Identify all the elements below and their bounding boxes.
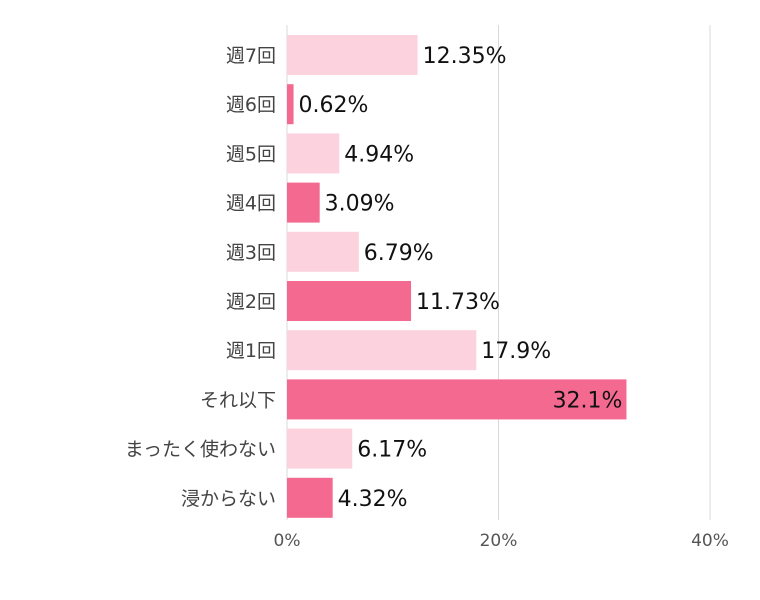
bar [287, 231, 359, 272]
x-tick-label: 40% [691, 531, 729, 551]
data-label: 3.09% [325, 192, 395, 217]
category-label: まったく使わない [125, 439, 276, 461]
category-label: 週4回 [226, 193, 276, 215]
bar [287, 281, 412, 321]
data-label: 0.62% [299, 93, 369, 118]
category-label: 週5回 [226, 143, 276, 165]
bar [287, 35, 418, 75]
bar [287, 330, 477, 371]
x-tick-label: 0% [274, 531, 301, 551]
data-label: 17.9% [481, 339, 551, 364]
category-label: 週6回 [226, 94, 276, 116]
category-label: 週1回 [226, 340, 276, 362]
category-label: 浸からない [181, 488, 276, 510]
x-tick-label: 20% [480, 531, 518, 551]
data-label: 6.79% [364, 241, 434, 266]
data-label: 6.17% [357, 438, 427, 463]
data-label: 11.73% [416, 290, 500, 315]
bar [287, 182, 320, 223]
bar [287, 477, 333, 518]
category-label: それ以下 [200, 389, 276, 411]
bar [287, 133, 340, 174]
data-label: 32.1% [553, 388, 623, 413]
category-label: 週3回 [226, 242, 276, 264]
bar [287, 428, 353, 469]
category-label: 週7回 [226, 45, 276, 67]
bar [287, 84, 294, 125]
bar [287, 379, 627, 420]
data-label: 4.94% [344, 142, 414, 167]
data-label: 4.32% [338, 487, 408, 512]
data-label: 12.35% [423, 44, 507, 69]
category-label: 週2回 [226, 291, 276, 313]
